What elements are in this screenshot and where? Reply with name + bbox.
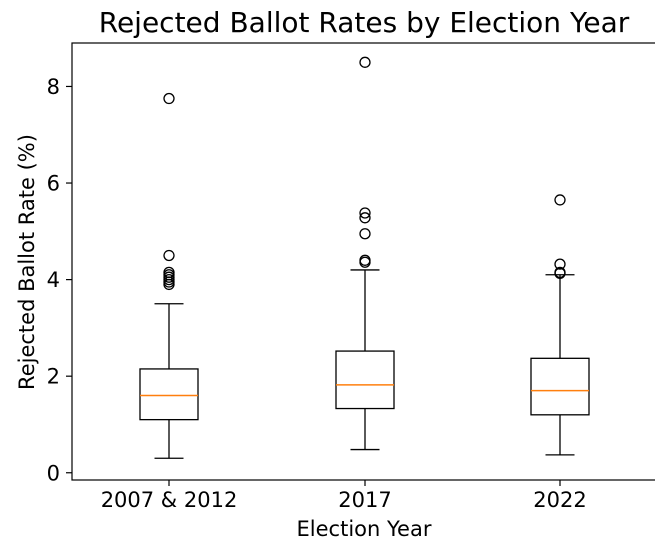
iqr-box — [139, 368, 199, 421]
outlier-point — [359, 254, 371, 266]
x-axis: 2007 & 2012 2017 2022 — [101, 480, 587, 512]
outlier-point — [359, 56, 371, 68]
iqr-box — [335, 350, 395, 410]
y-tick-label: 4 — [47, 268, 60, 292]
iqr-box — [530, 357, 590, 416]
y-tick-label: 2 — [47, 365, 60, 389]
x-axis-label: Election Year — [297, 517, 432, 541]
x-tick-label: 2007 & 2012 — [101, 488, 238, 512]
outlier-point — [163, 266, 175, 279]
y-axis: 0 2 4 6 8 — [47, 75, 72, 485]
outlier-point — [163, 92, 175, 105]
x-tick-label: 2017 — [338, 488, 391, 512]
outlier-point — [554, 266, 566, 279]
y-tick-label: 0 — [47, 461, 60, 485]
box-series — [139, 56, 590, 459]
outlier-point — [359, 228, 371, 240]
outlier-point — [359, 207, 371, 219]
box-3 — [530, 194, 590, 456]
y-tick-label: 6 — [47, 172, 60, 196]
outlier-point — [554, 258, 566, 270]
x-tick-label: 2022 — [533, 488, 586, 512]
y-tick-label: 8 — [47, 75, 60, 99]
outlier-point — [163, 249, 175, 262]
box-2 — [335, 56, 395, 451]
outlier-point — [359, 212, 371, 224]
y-axis-label: Rejected Ballot Rate (%) — [15, 134, 39, 390]
box-1 — [139, 92, 199, 459]
chart-title: Rejected Ballot Rates by Election Year — [99, 6, 630, 39]
outlier-point — [554, 194, 566, 206]
